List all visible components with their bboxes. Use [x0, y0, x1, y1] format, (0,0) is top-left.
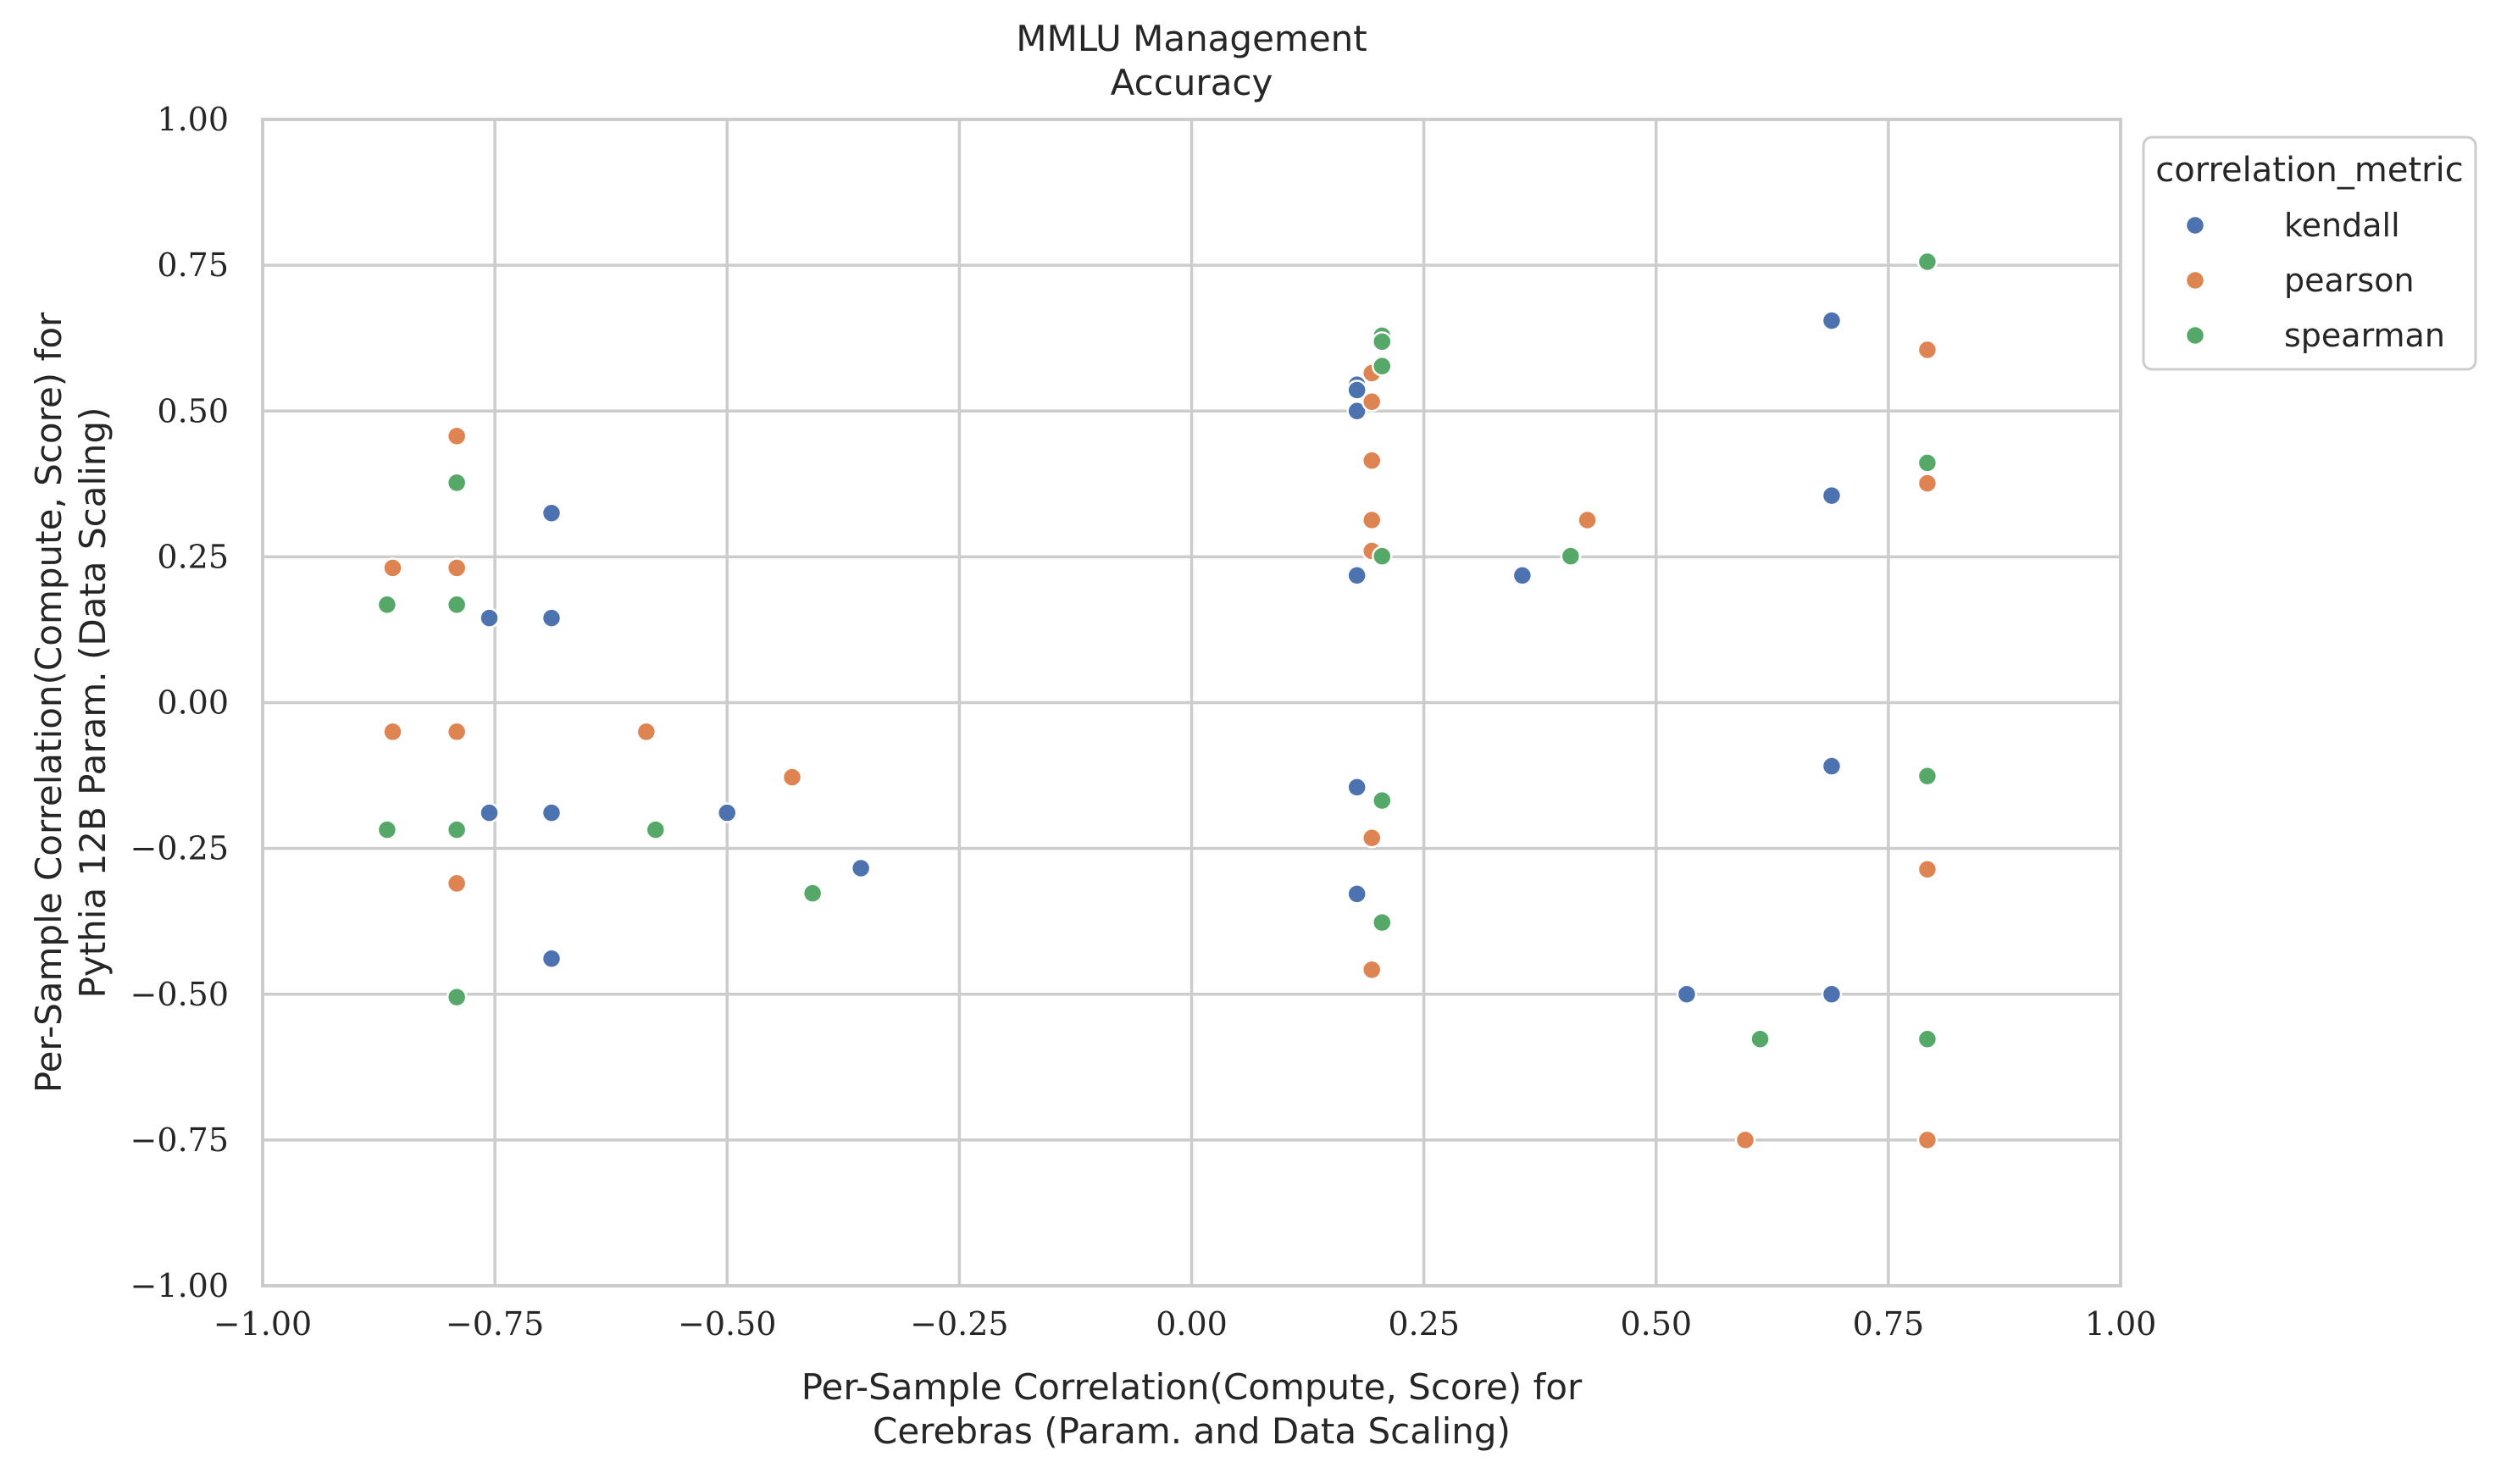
spearman-point [645, 819, 667, 840]
grid-lines [261, 118, 2122, 1287]
pearson-point [1361, 450, 1383, 472]
y-tick-label: 0.25 [157, 538, 229, 575]
pearson-point [1361, 390, 1383, 413]
spearman-point [1372, 911, 1393, 933]
legend-marker-kendall [2184, 214, 2206, 236]
spearman-point [1372, 355, 1393, 377]
spearman-point [1916, 452, 1938, 473]
spearman-point [1372, 789, 1393, 811]
kendall-point [1346, 777, 1367, 798]
kendall-point [479, 802, 500, 823]
pearson-point [1916, 859, 1938, 880]
kendall-point [1346, 883, 1367, 905]
spearman-point [801, 883, 824, 904]
kendall-point [541, 502, 563, 523]
spearman-point [1372, 331, 1393, 352]
y-axis-label-line: Pythia 12B Param. (Data Scaling) [72, 407, 114, 999]
spearman-point [1916, 766, 1938, 787]
data-points [376, 251, 1938, 1151]
pearson-point [781, 767, 803, 788]
y-tick-label: −0.25 [130, 830, 229, 867]
kendall-point [479, 607, 500, 628]
y-axis-label: Per-Sample Correlation(Compute, Score) f… [28, 312, 114, 1093]
kendall-point [1346, 401, 1367, 422]
pearson-point [446, 557, 468, 579]
pearson-point [382, 557, 403, 579]
kendall-point [541, 802, 563, 823]
spearman-point [1560, 545, 1582, 567]
x-axis-label: Per-Sample Correlation(Compute, Score) f… [801, 1366, 1583, 1452]
pearson-point [1361, 827, 1383, 849]
kendall-point [850, 857, 872, 879]
kendall-point [1821, 485, 1843, 507]
title-line: Accuracy [1111, 62, 1273, 103]
pearson-point [1361, 509, 1383, 531]
title-line: MMLU Management [1016, 18, 1367, 59]
pearson-point [1916, 1129, 1938, 1151]
spearman-point [446, 819, 468, 840]
x-tick-label: 0.50 [1620, 1305, 1692, 1343]
legend-label-kendall: kendall [2284, 207, 2400, 244]
y-axis-label-line: Per-Sample Correlation(Compute, Score) f… [28, 312, 69, 1093]
kendall-point [1821, 310, 1843, 331]
spearman-point [376, 819, 398, 840]
plot-area [261, 118, 2122, 1287]
legend-title: correlation_metric [2155, 151, 2463, 190]
x-tick-label: −0.75 [446, 1305, 544, 1343]
y-tick-label: −1.00 [130, 1267, 229, 1304]
spearman-point [1750, 1028, 1771, 1050]
pearson-point [382, 721, 403, 743]
y-tick-label: −0.75 [130, 1121, 229, 1159]
kendall-point [717, 802, 738, 823]
spearman-point [376, 594, 398, 616]
tick-labels: −1.00 −0.75 −0.50 −0.25 0.00 0.25 0.50 0.75 1.00… [130, 101, 2157, 1343]
legend-label-pearson: pearson [2284, 262, 2415, 299]
x-tick-label: 0.75 [1853, 1305, 1925, 1343]
kendall-point [541, 607, 563, 628]
kendall-point [1676, 983, 1698, 1005]
spearman-point [1916, 251, 1938, 273]
spearman-point [1372, 545, 1393, 567]
spearman-point [446, 472, 468, 494]
x-tick-label: −0.50 [678, 1305, 776, 1343]
pearson-point [1361, 959, 1383, 981]
x-axis-label-line: Per-Sample Correlation(Compute, Score) f… [801, 1366, 1583, 1408]
pearson-point [446, 425, 468, 447]
legend-label-spearman: spearman [2284, 317, 2445, 354]
pearson-point [1916, 473, 1938, 494]
spearman-point [1916, 1028, 1938, 1050]
kendall-point [541, 948, 563, 970]
kendall-point [1346, 379, 1367, 401]
x-axis-label-line: Cerebras (Param. and Data Scaling) [873, 1410, 1511, 1452]
pearson-point [446, 872, 468, 894]
pearson-point [635, 721, 657, 743]
pearson-point [1916, 339, 1938, 361]
y-tick-label: 1.00 [157, 101, 229, 138]
pearson-point [446, 721, 468, 743]
kendall-point [1821, 756, 1843, 777]
y-tick-label: 0.75 [157, 246, 229, 284]
kendall-point [1346, 565, 1367, 586]
spearman-point [446, 986, 468, 1008]
y-tick-label: −0.50 [130, 976, 229, 1013]
x-tick-label: −1.00 [214, 1305, 312, 1343]
legend-marker-spearman [2184, 324, 2206, 346]
x-tick-label: 0.25 [1388, 1305, 1460, 1343]
x-tick-label: 1.00 [2085, 1305, 2157, 1343]
y-tick-label: 0.50 [157, 392, 229, 429]
pearson-point [1734, 1129, 1756, 1151]
x-tick-label: −0.25 [910, 1305, 1008, 1343]
x-tick-label: 0.00 [1156, 1305, 1228, 1343]
pearson-point [1577, 509, 1598, 531]
kendall-point [1511, 565, 1533, 586]
y-tick-label: 0.00 [157, 684, 229, 722]
spearman-point [446, 594, 468, 616]
kendall-point [1821, 983, 1843, 1005]
legend-marker-pearson [2184, 269, 2206, 291]
legend-box [2142, 136, 2477, 371]
